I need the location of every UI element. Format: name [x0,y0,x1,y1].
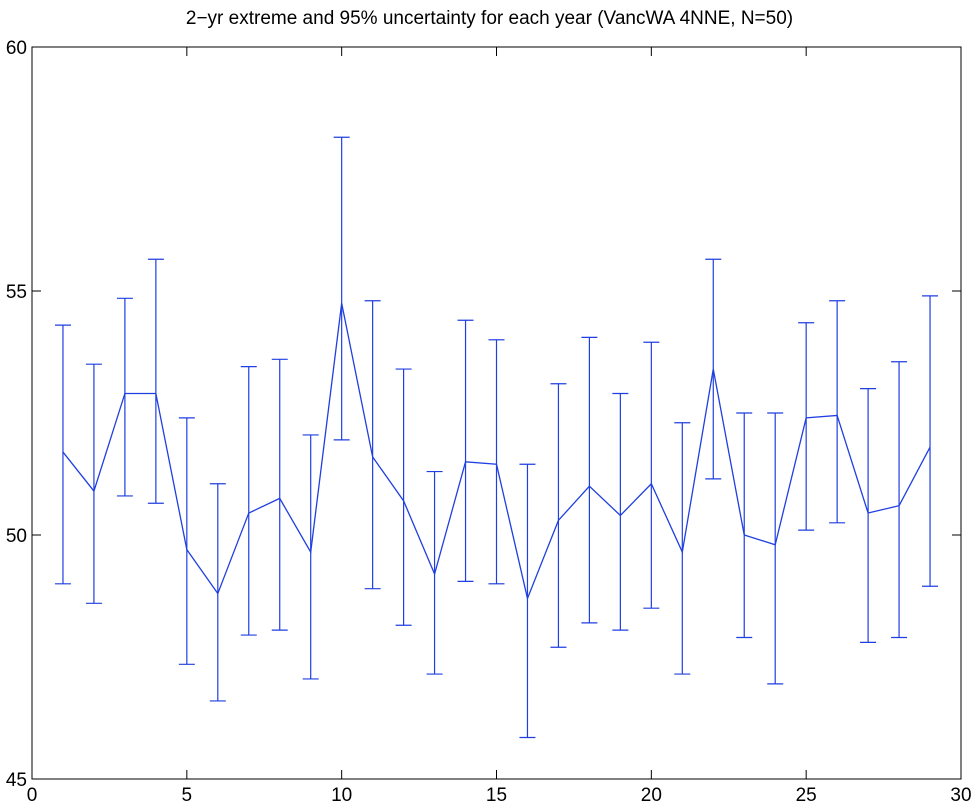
x-tick-label: 15 [486,785,507,806]
x-tick-label: 10 [331,785,352,806]
y-tick-label: 45 [6,770,27,791]
y-tick-label: 60 [6,38,27,59]
x-tick-label: 0 [27,785,38,806]
chart-title: 2−yr extreme and 95% uncertainty for eac… [185,8,794,29]
x-tick-label: 25 [796,785,817,806]
x-tick-label: 5 [182,785,193,806]
x-tick-label: 20 [641,785,662,806]
y-tick-label: 55 [6,282,27,303]
y-tick-label: 50 [6,526,27,547]
series-line [62,303,931,601]
x-tick-label: 30 [950,785,971,806]
